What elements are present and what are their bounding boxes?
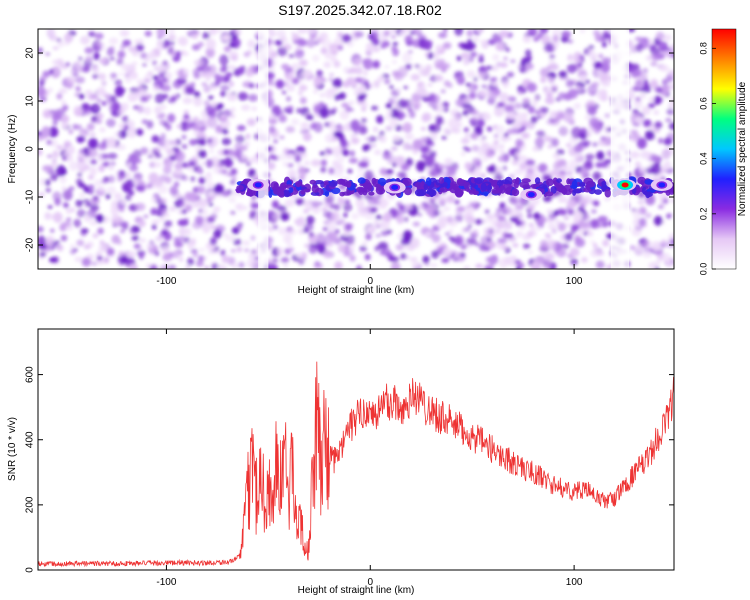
heatmap-texture [38, 29, 674, 269]
hot-spots [247, 179, 673, 201]
figure-title: S197.2025.342.07.18.R02 [278, 2, 442, 18]
line-x-axis-label: Height of straight line (km) [298, 585, 415, 596]
colorbar-tick-label: 0.4 [698, 152, 708, 165]
line-y-axis-label: SNR (10 * v/v) [7, 417, 18, 481]
line-y-tick-label: 400 [25, 431, 36, 448]
hot-spot [614, 179, 637, 191]
line-x-tick-label: 0 [367, 577, 373, 588]
heatmap-gaps [258, 29, 630, 269]
heatmap-x-tick-label: 100 [566, 276, 583, 287]
colorbar-tick-label: 0.0 [698, 263, 708, 276]
heatmap-gap [610, 29, 630, 269]
snr-line-chart: -100 0 100 0 200 400 600 Height of straight l… [7, 328, 675, 596]
colorbar-ticks: 0.0 0.2 0.4 0.6 0.8 [698, 42, 716, 275]
hot-spot [520, 188, 543, 201]
heatmap-gap [258, 29, 269, 269]
line-frame [37, 328, 675, 571]
colorbar-gradient [711, 28, 737, 270]
line-y-tick-label: 0 [25, 567, 36, 573]
heatmap-y-tick-label: 10 [25, 95, 36, 107]
line-x-tick-label: 100 [566, 577, 583, 588]
heatmap-y-axis-label: Frequency (Hz) [7, 115, 18, 184]
heatmap-x-axis-label: Height of straight line (km) [298, 285, 415, 296]
line-plot-area [38, 329, 674, 570]
heatmap-y-tick-label: -20 [25, 237, 36, 252]
line-x-ticks: -100 0 100 [156, 329, 583, 588]
heatmap-y-tick-label: 0 [25, 146, 36, 152]
line-x-tick-label: -100 [156, 577, 176, 588]
heatmap-y-tick-label: 20 [25, 47, 36, 59]
colorbar-tick-label: 0.6 [698, 97, 708, 110]
hot-spot [247, 179, 270, 191]
line-y-ticks: 0 200 400 600 [25, 366, 674, 573]
heatmap-y-ticks: -20 -10 0 10 20 [25, 47, 674, 252]
heatmap-x-tick-label: -100 [156, 276, 176, 287]
line-y-tick-label: 600 [25, 366, 36, 383]
snr-series-line [38, 361, 674, 568]
hot-spot [383, 181, 406, 194]
colorbar: 0.0 0.2 0.4 0.6 0.8 Normalized spectral ampl… [698, 28, 748, 275]
colorbar-tick-label: 0.2 [698, 208, 708, 221]
colorbar-label: Normalized spectral amplitude [737, 81, 748, 216]
colorbar-tick-label: 0.8 [698, 42, 708, 55]
hot-spot [650, 179, 673, 191]
line-y-tick-label: 200 [25, 496, 36, 513]
heatmap-y-tick-label: -10 [25, 189, 36, 204]
heatmap-x-ticks: -100 0 100 [156, 29, 583, 287]
heatmap-x-tick-label: 0 [367, 276, 373, 287]
